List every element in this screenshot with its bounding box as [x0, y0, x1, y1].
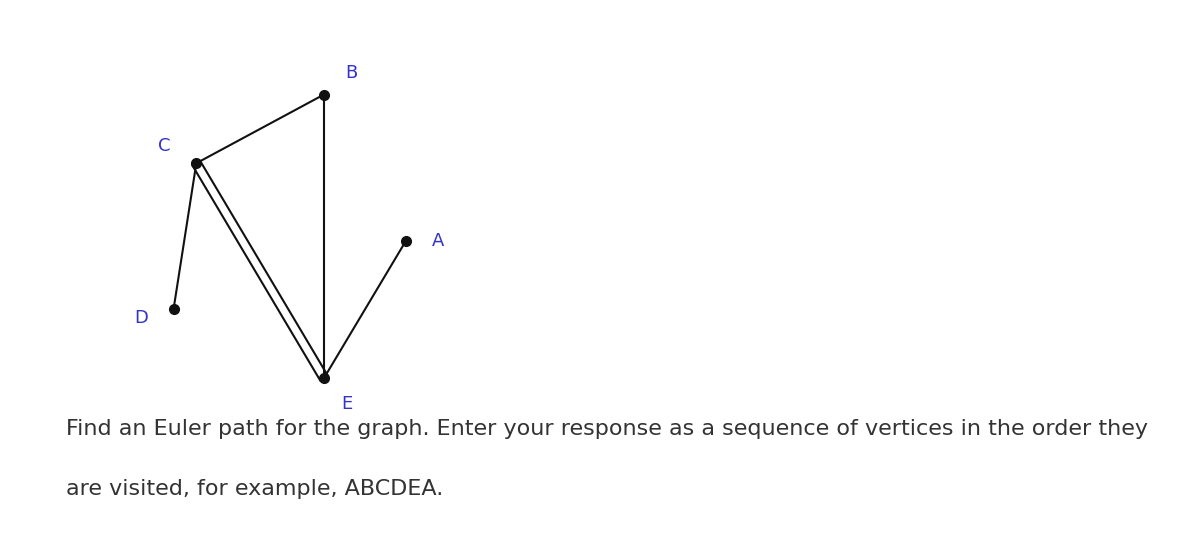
Text: are visited, for example, ABCDEA.: are visited, for example, ABCDEA.	[66, 479, 443, 499]
Text: Find an Euler path for the graph. Enter your response as a sequence of vertices : Find an Euler path for the graph. Enter …	[66, 419, 1148, 439]
Text: D: D	[134, 309, 149, 327]
Text: C: C	[158, 137, 170, 155]
Text: A: A	[432, 231, 444, 250]
Text: B: B	[346, 64, 358, 82]
Text: E: E	[341, 395, 353, 413]
